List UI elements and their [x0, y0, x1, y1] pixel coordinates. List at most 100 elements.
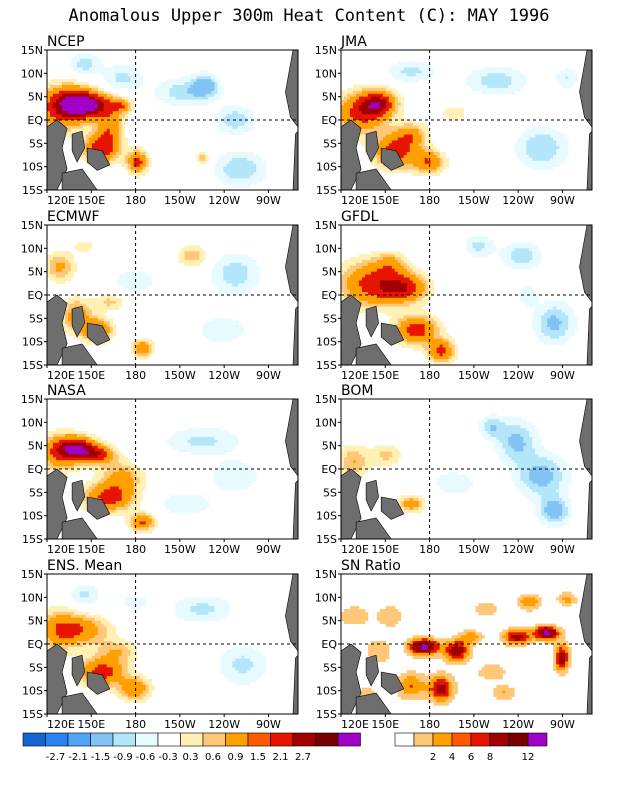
y-tick-label: 5S — [29, 137, 43, 150]
y-tick-label: EQ — [27, 463, 43, 476]
land-mask — [579, 224, 593, 303]
colorbar-label: 2.7 — [295, 752, 311, 763]
anomaly-colorbar: -2.7 -2.1 -1.5 -0.9 -0.6 -0.3 0.3 0.6 0.9 1.5 2.1 2… — [22, 732, 361, 763]
land-mask — [380, 671, 405, 695]
colorbar-swatch — [394, 732, 415, 747]
panel-title: JMA — [340, 34, 367, 50]
y-tick-label: 5S — [29, 486, 43, 499]
y-tick-label: 15S — [316, 708, 337, 721]
panel-ecmwf: 15N 10N 5N EQ 5S 10S 15S 120E 150E 180 150W 120W 90W… — [21, 209, 299, 382]
x-tick-label: 90W — [256, 543, 281, 556]
panel-title: SN Ratio — [341, 558, 401, 574]
y-tick-label: 15S — [22, 359, 43, 372]
x-tick-label: 150E — [371, 543, 399, 556]
colorbar-swatch — [432, 732, 453, 747]
land-mask — [579, 398, 593, 477]
y-tick-label: 10N — [315, 242, 337, 255]
x-tick-label: 180 — [125, 194, 146, 207]
panel-bom: 15N 10N 5N EQ 5S 10S 15S 120E 150E 180 150W 120W 90W… — [315, 383, 593, 556]
x-tick-label: 120W — [502, 369, 534, 382]
colorbar-swatch — [247, 732, 271, 747]
colorbar-swatch — [451, 732, 472, 747]
land-mask — [586, 130, 593, 191]
colorbar-swatch — [489, 732, 510, 747]
land-mask — [86, 322, 111, 346]
colorbar-swatch — [135, 732, 159, 747]
colorbar-swatch — [508, 732, 529, 747]
y-tick-label: 5N — [28, 91, 43, 104]
land-mask — [355, 168, 392, 191]
y-tick-label: 15S — [22, 708, 43, 721]
y-tick-label: 10S — [22, 161, 43, 174]
colorbar-swatch — [527, 732, 548, 747]
colorbar-label: -0.3 — [158, 752, 178, 763]
panel-title: ENS. Mean — [47, 558, 122, 574]
colorbar-swatch — [225, 732, 249, 747]
x-tick-label: 90W — [550, 543, 575, 556]
colorbar-label: 2 — [430, 752, 436, 763]
y-tick-label: 5S — [323, 137, 337, 150]
y-tick-label: 15N — [21, 568, 43, 581]
y-tick-label: 5N — [28, 266, 43, 279]
figure-title: Anomalous Upper 300m Heat Content (C): M… — [68, 6, 550, 26]
panel-title: NASA — [47, 383, 86, 399]
land-mask — [355, 517, 392, 540]
y-tick-label: 10N — [21, 416, 43, 429]
x-tick-label: 150W — [458, 194, 490, 207]
land-mask — [292, 654, 299, 715]
land-mask — [71, 654, 86, 687]
y-tick-label: 15S — [22, 533, 43, 546]
land-mask — [380, 322, 405, 346]
x-tick-label: 120E — [47, 718, 75, 731]
y-tick-label: 5N — [28, 615, 43, 628]
panel-title: NCEP — [47, 34, 85, 50]
y-tick-label: 10S — [316, 161, 337, 174]
land-mask — [86, 147, 111, 171]
land-mask — [380, 496, 405, 520]
land-mask — [71, 479, 86, 512]
x-tick-label: 120E — [47, 194, 75, 207]
land-mask — [365, 305, 379, 338]
x-tick-label: 180 — [125, 369, 146, 382]
colorbar-swatch — [315, 732, 339, 747]
land-mask — [292, 305, 299, 366]
y-tick-label: 5N — [322, 615, 337, 628]
land-mask — [365, 654, 379, 687]
panel-title: BOM — [341, 383, 373, 399]
colorbar-label: -0.6 — [136, 752, 156, 763]
x-tick-label: 90W — [550, 718, 575, 731]
x-tick-label: 150E — [77, 543, 105, 556]
panel-nasa: 15N 10N 5N EQ 5S 10S 15S 120E 150E 180 150W 120W 90W… — [21, 383, 299, 556]
land-mask — [292, 130, 299, 191]
colorbar-label: -1.5 — [91, 752, 111, 763]
y-tick-label: 15N — [21, 393, 43, 406]
x-tick-label: 90W — [256, 194, 281, 207]
y-tick-label: 5S — [323, 661, 337, 674]
land-mask — [285, 573, 299, 652]
x-tick-label: 120W — [208, 369, 240, 382]
colorbar-swatch — [180, 732, 204, 747]
panel-sn: 15N 10N 5N EQ 5S 10S 15S 120E 150E 180 150W 120W 90W… — [315, 558, 593, 731]
x-tick-label: 180 — [419, 543, 440, 556]
x-tick-label: 180 — [125, 543, 146, 556]
x-tick-label: 150W — [164, 543, 196, 556]
y-tick-label: EQ — [321, 463, 337, 476]
colorbar-swatch — [112, 732, 136, 747]
colorbar-label: -2.7 — [46, 752, 66, 763]
colorbar-swatch — [45, 732, 69, 747]
x-tick-label: 120E — [47, 543, 75, 556]
colorbar-label: 6 — [468, 752, 474, 763]
x-tick-label: 180 — [419, 718, 440, 731]
y-tick-label: 10N — [21, 67, 43, 80]
land-mask — [86, 496, 111, 520]
x-tick-label: 150W — [458, 369, 490, 382]
x-tick-label: 150E — [371, 369, 399, 382]
y-tick-label: EQ — [27, 114, 43, 127]
colorbar-label: 12 — [522, 752, 535, 763]
colorbar-swatch — [292, 732, 316, 747]
x-tick-label: 120E — [341, 194, 369, 207]
x-tick-label: 90W — [550, 369, 575, 382]
x-tick-label: 90W — [550, 194, 575, 207]
colorbar-label: 0.9 — [228, 752, 244, 763]
y-tick-label: 10N — [21, 591, 43, 604]
